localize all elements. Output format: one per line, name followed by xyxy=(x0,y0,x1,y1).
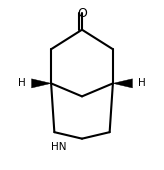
Text: O: O xyxy=(77,7,87,20)
Text: H: H xyxy=(138,78,146,88)
Text: HN: HN xyxy=(51,142,67,152)
Polygon shape xyxy=(32,79,51,88)
Polygon shape xyxy=(113,79,132,88)
Text: H: H xyxy=(18,78,26,88)
